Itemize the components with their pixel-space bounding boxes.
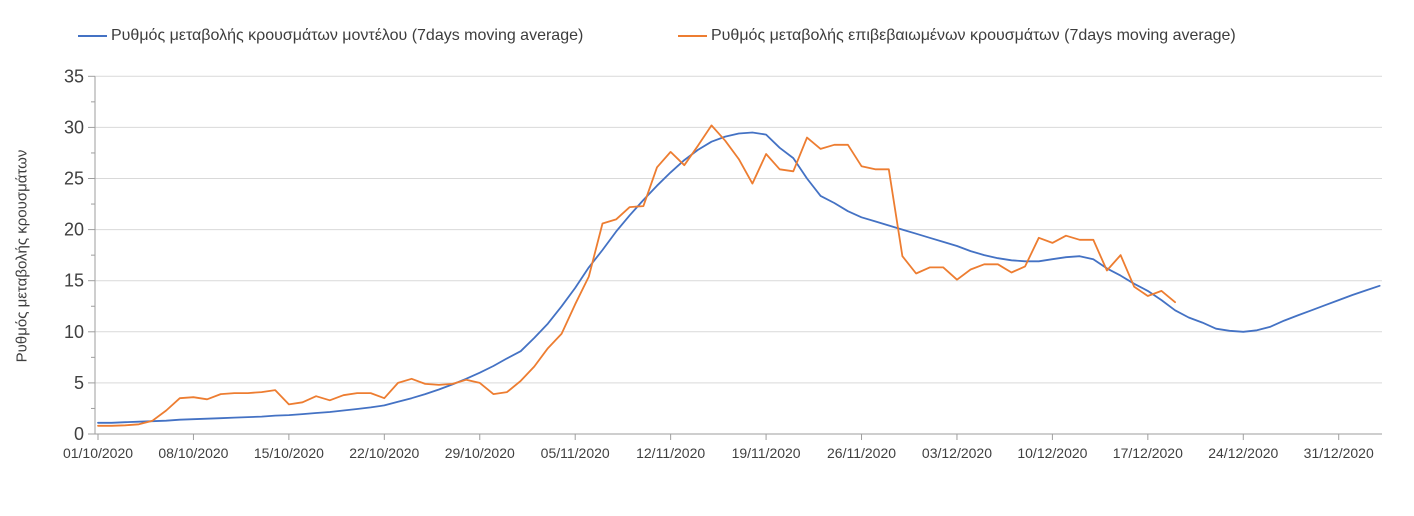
legend-item-model: Ρυθμός μεταβολής κρουσμάτων μοντέλου (7d…: [78, 26, 583, 46]
x-tick-label: 05/11/2020: [541, 445, 610, 461]
legend-label-model: Ρυθμός μεταβολής κρουσμάτων μοντέλου (7d…: [111, 27, 584, 44]
y-tick-label: 25: [64, 169, 84, 189]
x-tick-label: 15/10/2020: [254, 445, 324, 461]
x-tick-label: 24/12/2020: [1208, 445, 1278, 461]
y-tick-label: 5: [74, 373, 84, 393]
legend-label-confirmed: Ρυθμός μεταβολής επιβεβαιωμένων κρουσμάτ…: [711, 27, 1236, 44]
x-tick-label: 17/12/2020: [1113, 445, 1183, 461]
legend-line-swatch-model: [78, 35, 107, 37]
series-line-model: [97, 131, 1381, 424]
x-tick-label: 12/11/2020: [636, 445, 705, 461]
x-tick-label: 10/12/2020: [1017, 445, 1087, 461]
y-tick-label: 10: [64, 322, 84, 342]
y-tick-label: 0: [74, 424, 84, 444]
series-line-confirmed: [97, 124, 1176, 427]
y-tick-label: 15: [64, 271, 84, 291]
y-tick-label: 30: [64, 117, 84, 137]
legend-item-confirmed: Ρυθμός μεταβολής επιβεβαιωμένων κρουσμάτ…: [678, 26, 1236, 46]
y-tick-label: 20: [64, 220, 84, 240]
x-tick-label: 22/10/2020: [349, 445, 419, 461]
x-tick-label: 03/12/2020: [922, 445, 992, 461]
legend-line-swatch-confirmed: [678, 35, 707, 37]
x-tick-label: 26/11/2020: [827, 445, 896, 461]
x-tick-label: 01/10/2020: [63, 445, 133, 461]
x-tick-label: 31/12/2020: [1304, 445, 1374, 461]
y-tick-label: 35: [64, 66, 84, 86]
x-tick-label: 29/10/2020: [445, 445, 515, 461]
x-tick-label: 08/10/2020: [158, 445, 228, 461]
x-tick-label: 19/11/2020: [732, 445, 801, 461]
